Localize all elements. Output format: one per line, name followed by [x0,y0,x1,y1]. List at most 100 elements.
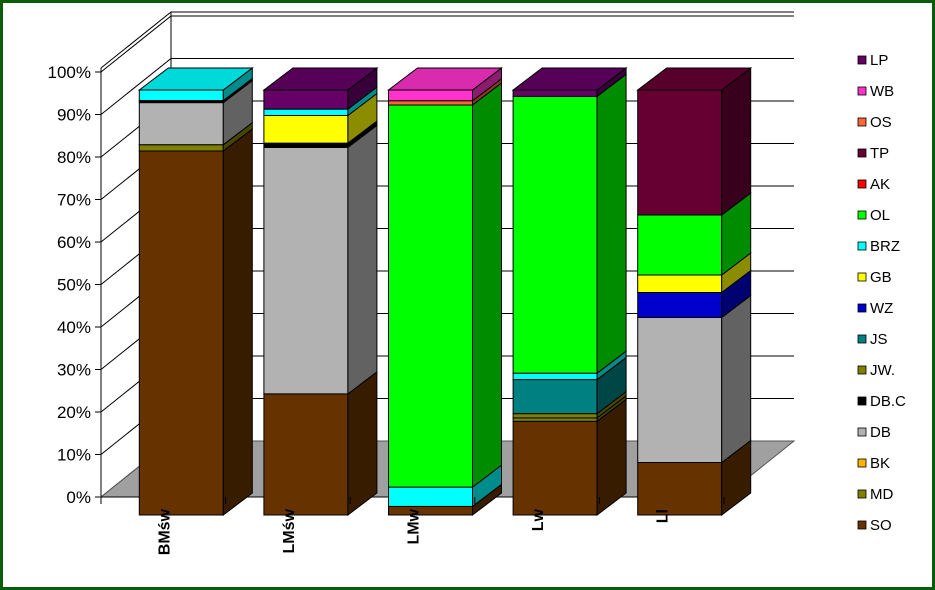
y-axis: 0% 10% 20% 30% 40% 50% 60% 70% 80% 90% 100% [48,63,101,507]
bar-front-face [637,89,723,216]
bar-segment-SO [138,128,253,517]
bar-front-face [263,108,349,116]
bar-front-face [263,146,349,395]
bar-front-face [637,214,723,276]
bar-segment-DB [637,294,752,464]
legend-item: DB.C [857,393,906,410]
bar-segment-OL [388,82,502,489]
y-tick-label: 90% [57,106,91,125]
legend-label: WZ [870,300,893,317]
legend-item: OS [857,114,892,131]
legend-item: JW. [857,362,895,379]
x-category-label: LMw [406,508,423,544]
legend-item: DB [857,424,891,441]
bar-front-face [263,115,349,144]
legend-label: MD [870,486,893,503]
legend-swatch [857,117,867,127]
legend-label: JS [870,331,888,348]
legend-label: WB [870,83,894,100]
legend-item: JS [857,331,888,348]
bar-front-face [637,462,723,516]
legend-swatch [857,489,867,499]
legend-item: BRZ [857,238,900,255]
legend-label: JW. [870,362,895,379]
legend-label: OL [870,207,890,224]
legend-label: AK [870,176,890,193]
x-category-label: Lw [530,508,547,531]
bar-top-face [387,67,503,91]
bar-segment-WB [387,66,503,102]
y-tick-label: 100% [48,63,91,82]
legend-label: SO [870,517,892,534]
bar-top-face [636,67,753,91]
legend-label: OS [870,114,892,131]
legend-label: LP [870,52,888,69]
bar-front-face [388,89,473,102]
bar-stack [262,66,379,517]
y-tick-label: 40% [57,318,91,337]
bar-side-face [347,124,378,395]
legend-label: GB [870,269,892,286]
y-tick-label: 50% [57,276,91,295]
legend-swatch [857,241,867,251]
bar-front-face [388,486,473,507]
legend-swatch [857,210,867,220]
x-axis: BMśw LMśw LMw Lw Ll [100,497,725,555]
bar-segment-LP [511,66,628,98]
bar-front-face [512,379,598,415]
bar-front-face [512,417,598,422]
legend-item: WB [857,83,894,100]
y-tick-label: 30% [57,361,91,380]
bar-side-face [596,73,627,375]
bar-side-face [347,370,378,517]
bar-front-face [512,95,598,374]
bar-front-face [637,292,723,318]
legend-label: DB.C [870,393,906,410]
legend-swatch [857,458,867,468]
bar-front-face [138,89,224,102]
bar-segment-LP [262,66,379,111]
legend-item: BK [857,455,890,472]
legend-swatch [857,86,867,96]
legend-item: AK [857,176,890,193]
stacked-bar-chart: 0% 10% 20% 30% 40% 50% 60% 70% 80% 90% 100% BMśw LM… [48,11,906,555]
bar-side-face [721,66,752,217]
bar-segment-SO [512,398,627,517]
x-category-label: BMśw [156,508,173,555]
legend: LP WB OS TP AK OL BRZ GB WZ JS JW. DB.C DB BK MD SO [857,52,906,534]
legend-swatch [857,55,867,65]
bar-side-face [721,294,752,464]
legend-label: BK [870,455,890,472]
bar-front-face [138,150,224,516]
legend-item: MD [857,486,893,503]
bar-front-face [263,142,349,148]
bar-front-face [512,413,598,419]
bar-segment-JS [512,356,627,415]
bar-front-face [138,144,224,152]
bar-front-face [388,104,473,488]
bar-top-face [511,67,628,91]
legend-label: TP [870,145,889,162]
y-tick-label: 70% [57,191,91,210]
bar-segment-MD [512,394,627,423]
gridline [100,58,794,115]
bar-front-face [512,372,598,381]
bar-top-face [137,67,254,91]
bar-segment-OL [512,73,627,375]
bar-stack [387,66,503,517]
bar-segment-WZ [637,269,752,319]
bars [137,66,753,517]
bar-front-face [388,505,473,516]
bar-segment-BRZ [137,66,254,102]
bar-stack [636,66,753,517]
bar-top-face [262,67,379,91]
gridline [100,15,794,73]
bar-front-face [263,393,349,516]
bar-segment-TP [636,66,753,217]
y-tick-label: 80% [57,148,91,167]
bar-segment-SO [263,370,378,517]
y-tick-label: 10% [57,446,91,465]
legend-label: BRZ [870,238,900,255]
legend-item: LP [857,52,888,69]
